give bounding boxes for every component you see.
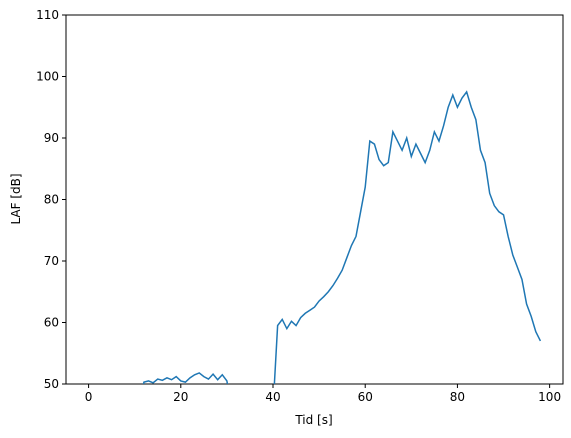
x-tick-label: 0 bbox=[85, 390, 93, 404]
x-axis-label: Tid [s] bbox=[294, 413, 332, 427]
data-line bbox=[142, 90, 542, 384]
y-tick-label: 60 bbox=[44, 316, 59, 330]
y-tick-label: 100 bbox=[36, 70, 59, 84]
x-tick-label: 100 bbox=[538, 390, 561, 404]
y-tick-label: 110 bbox=[36, 8, 59, 22]
x-tick-label: 60 bbox=[358, 390, 373, 404]
x-tick-label: 80 bbox=[450, 390, 465, 404]
y-tick-label: 70 bbox=[44, 254, 59, 268]
plot-frame bbox=[65, 14, 564, 385]
y-axis-label: LAF [dB] bbox=[9, 173, 23, 224]
y-tick-label: 50 bbox=[44, 377, 59, 391]
y-tick-label: 90 bbox=[44, 131, 59, 145]
x-tick-label: 40 bbox=[265, 390, 280, 404]
x-tick-label: 20 bbox=[173, 390, 188, 404]
y-tick-label: 80 bbox=[44, 193, 59, 207]
